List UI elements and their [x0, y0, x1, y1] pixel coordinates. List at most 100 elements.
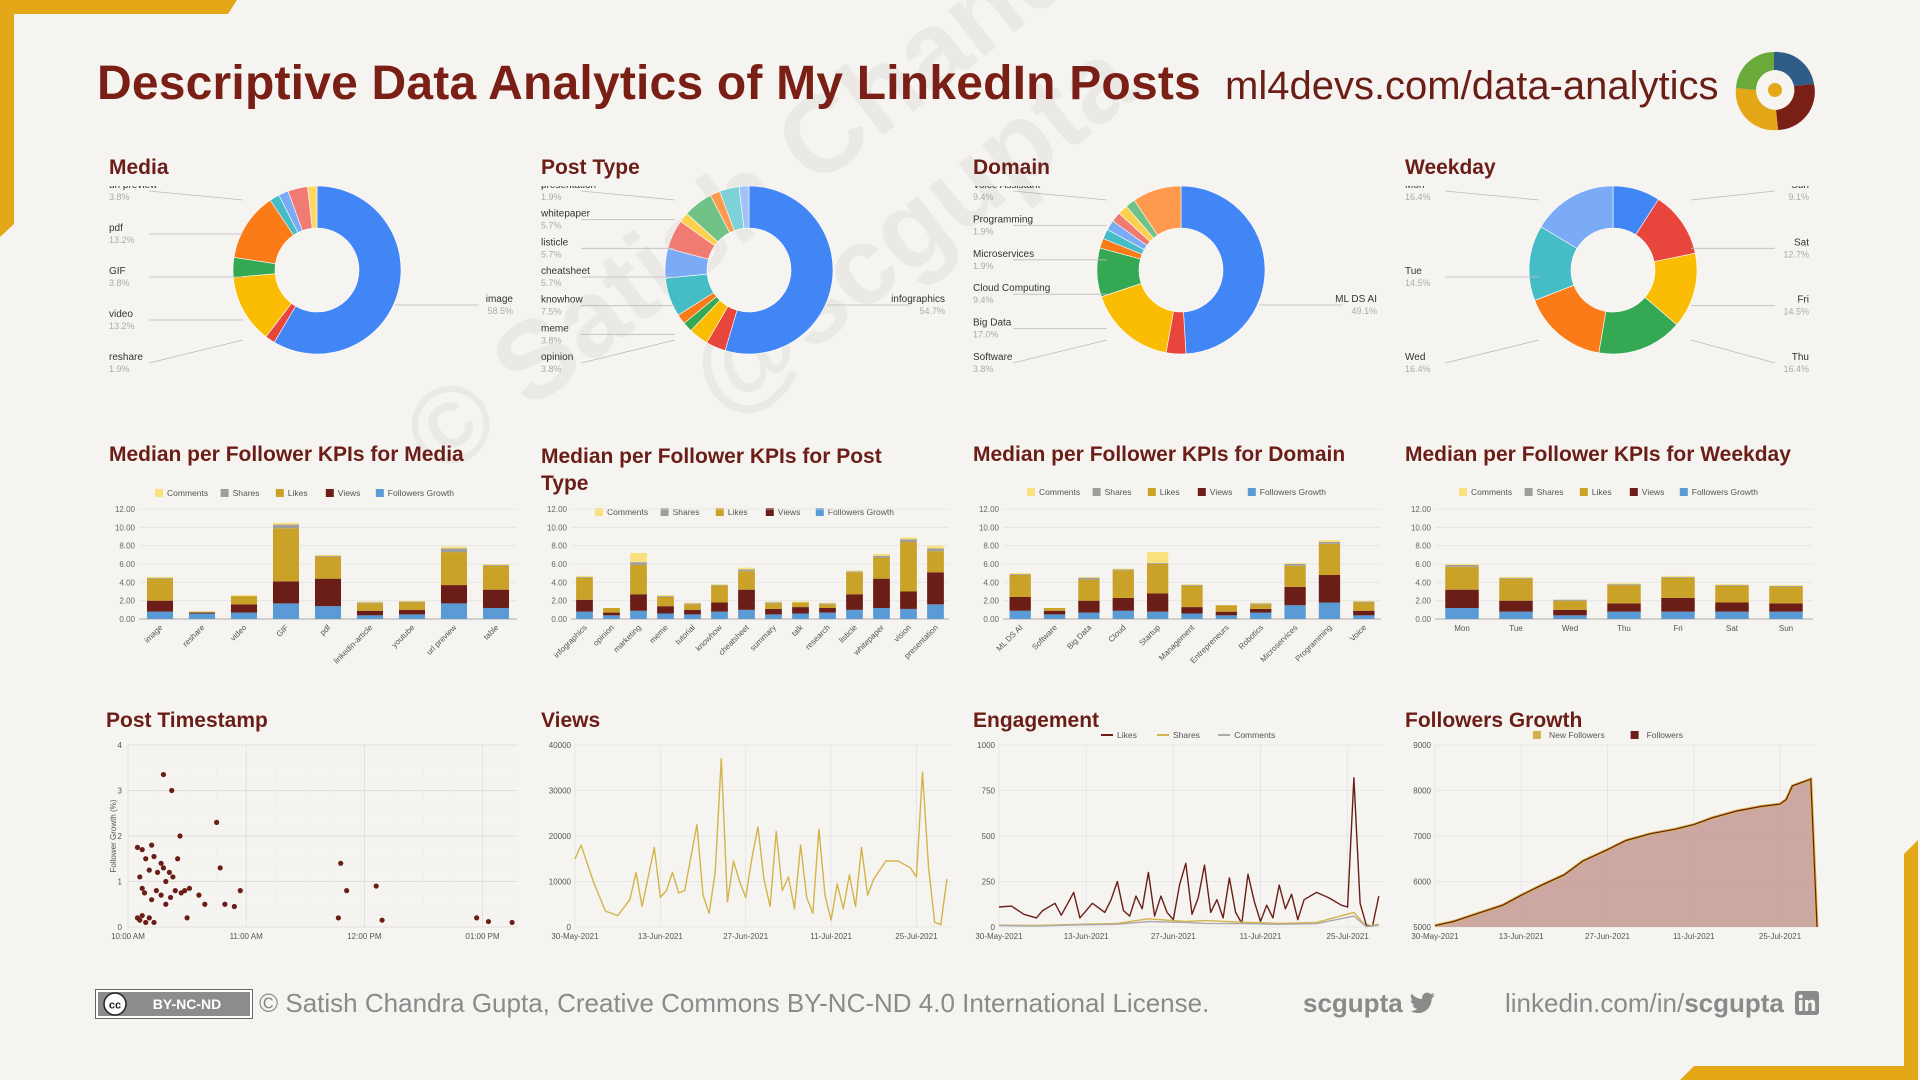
kpi-weekday-bar-chart: Comments Shares Likes Views Followers Growth… [1411, 487, 1813, 633]
x-tick-label: ML DS AI [995, 623, 1025, 653]
bar-tue-views [1499, 600, 1533, 612]
x-tick-label: Fri [1673, 624, 1683, 633]
scatter-point [379, 917, 385, 923]
x-tick-label: 25-Jul-2021 [1759, 932, 1802, 941]
twitter-icon [1410, 992, 1435, 1013]
y-tick-label: 0.00 [1415, 615, 1431, 624]
scatter-point [163, 901, 169, 907]
x-tick-label: talk [790, 622, 806, 638]
scatter-point [143, 919, 149, 926]
bar-cloud-views [1112, 597, 1134, 611]
x-tick-label: 11-Jul-2021 [1673, 932, 1715, 941]
ml4devs-logo [1735, 51, 1815, 131]
slice-pct-thu: 16.4% [1783, 364, 1809, 374]
twitter-handle[interactable]: scgupta [1303, 988, 1436, 1019]
linkedin-link[interactable]: linkedin.com/in/scgupta [1505, 988, 1820, 1019]
line-views [574, 758, 948, 926]
slice-infographics [724, 186, 834, 355]
cc-license-badge[interactable]: cc BY-NC-ND [95, 989, 253, 1019]
bar-vision-likes [900, 542, 917, 592]
slice-label-programming: Programming [973, 214, 1033, 225]
bar-thu-likes [1607, 585, 1641, 604]
y-tick-label: 0.00 [983, 615, 999, 624]
line-likes [998, 777, 1380, 927]
scatter-point [146, 867, 152, 873]
x-tick-label: 27-Jun-2021 [723, 932, 768, 941]
bar-big-data-followers-growth [1078, 612, 1100, 619]
bar-fri-shares [1661, 576, 1695, 578]
slice-pct-ml-ds-ai: 49.1% [1351, 306, 1377, 316]
line-followers [1434, 778, 1818, 928]
slice-table [307, 186, 318, 229]
bar-linkedin-article-comments [356, 601, 384, 603]
y-tick-label: 10000 [549, 878, 572, 887]
slice-pct-wed: 16.4% [1405, 364, 1431, 374]
x-tick-label: 11:00 AM [230, 932, 264, 941]
scatter-point [149, 897, 155, 903]
x-tick-label: Cloud [1107, 623, 1128, 644]
site-url[interactable]: ml4devs.com/data-analytics [1225, 64, 1719, 108]
slice-label-whitepaper: whitepaper [541, 209, 591, 220]
y-tick-label: 3 [118, 787, 123, 796]
legend-swatch-likes [1147, 488, 1156, 496]
bar-management-likes [1181, 586, 1203, 608]
kpi-post-type-title: Median per Follower KPIs for Post Type [541, 445, 882, 495]
bar-thu-followers-growth [1607, 611, 1641, 619]
x-tick-label: Big Data [1065, 623, 1093, 651]
x-tick-label: youtube [390, 623, 417, 650]
x-tick-label: 13-Jun-2021 [638, 932, 683, 941]
leader-line [1690, 339, 1776, 364]
bar-meme-shares [657, 596, 674, 597]
bar-mon-views [1445, 589, 1479, 608]
bar-thu-shares [1607, 584, 1641, 586]
bar-entrepreneurs-followers-growth [1215, 615, 1238, 619]
bar-startup-followers-growth [1146, 611, 1169, 619]
scatter-point [237, 888, 243, 894]
x-tick-label: 10:00 AM [111, 932, 145, 941]
slice-pct-fri: 14.5% [1783, 307, 1809, 317]
slice-pct-cloud-computing: 9.4% [973, 295, 994, 305]
legend-label-followers-growth: Followers Growth [388, 488, 454, 498]
legend-label-likes: Likes [728, 507, 748, 517]
kpi-post-type-panel: Median per Follower KPIs for Post Type C… [541, 443, 961, 683]
slice-pct-listicle: 5.7% [541, 249, 562, 259]
twitter-handle-text: scgupta [1303, 988, 1403, 1018]
x-tick-label: video [229, 623, 249, 643]
y-tick-label: 750 [982, 787, 996, 796]
bar-summary-likes [765, 603, 782, 609]
slice-big-data [1101, 283, 1174, 354]
bar-summary-shares [765, 602, 782, 604]
bar-pdf-shares [314, 555, 342, 557]
x-tick-label: Voice [1348, 623, 1369, 644]
kpi-media-title: Median per Follower KPIs for Media [109, 443, 464, 466]
bar-opinion-likes [603, 608, 620, 613]
y-tick-label: 0.00 [551, 615, 567, 624]
x-tick-label: 01:00 PM [465, 932, 500, 941]
bar-knowhow-shares [711, 585, 728, 586]
engagement-line-chart: 1000 750 500 250 030-May-2021 13-Jun-2021 27-J… [975, 730, 1385, 941]
bar-cheatsheet-shares [738, 569, 755, 572]
bar-microservices-followers-growth [1284, 605, 1306, 619]
scatter-point [134, 844, 141, 850]
slice-pct-sun: 9.1% [1788, 192, 1809, 202]
legend-swatch-followers-growth [815, 508, 824, 516]
x-tick-label: Sat [1726, 624, 1739, 633]
bar-gif-views [272, 581, 300, 604]
bar-meme-likes [657, 597, 674, 607]
y-tick-label: 5000 [1413, 923, 1431, 932]
legend-swatch-comments [1027, 488, 1035, 496]
slice-label-ml-ds-ai: ML DS AI [1335, 294, 1377, 305]
bar-image-views [146, 600, 174, 612]
bar-listicle-shares [846, 571, 863, 573]
y-tick-label: 10.00 [115, 523, 136, 532]
scatter-point [151, 919, 157, 926]
bar-tue-shares [1499, 577, 1533, 579]
x-tick-label: 13-Jun-2021 [1064, 932, 1109, 941]
bar-startup-likes [1146, 564, 1169, 594]
bar-big-data-likes [1078, 579, 1100, 601]
followers-growth-title: Followers Growth [1405, 709, 1583, 732]
bar-listicle-comments [846, 570, 863, 572]
copyright-text: © Satish Chandra Gupta, Creative Commons… [259, 988, 1210, 1018]
scatter-point [217, 865, 223, 871]
bar-talk-followers-growth [792, 613, 809, 619]
